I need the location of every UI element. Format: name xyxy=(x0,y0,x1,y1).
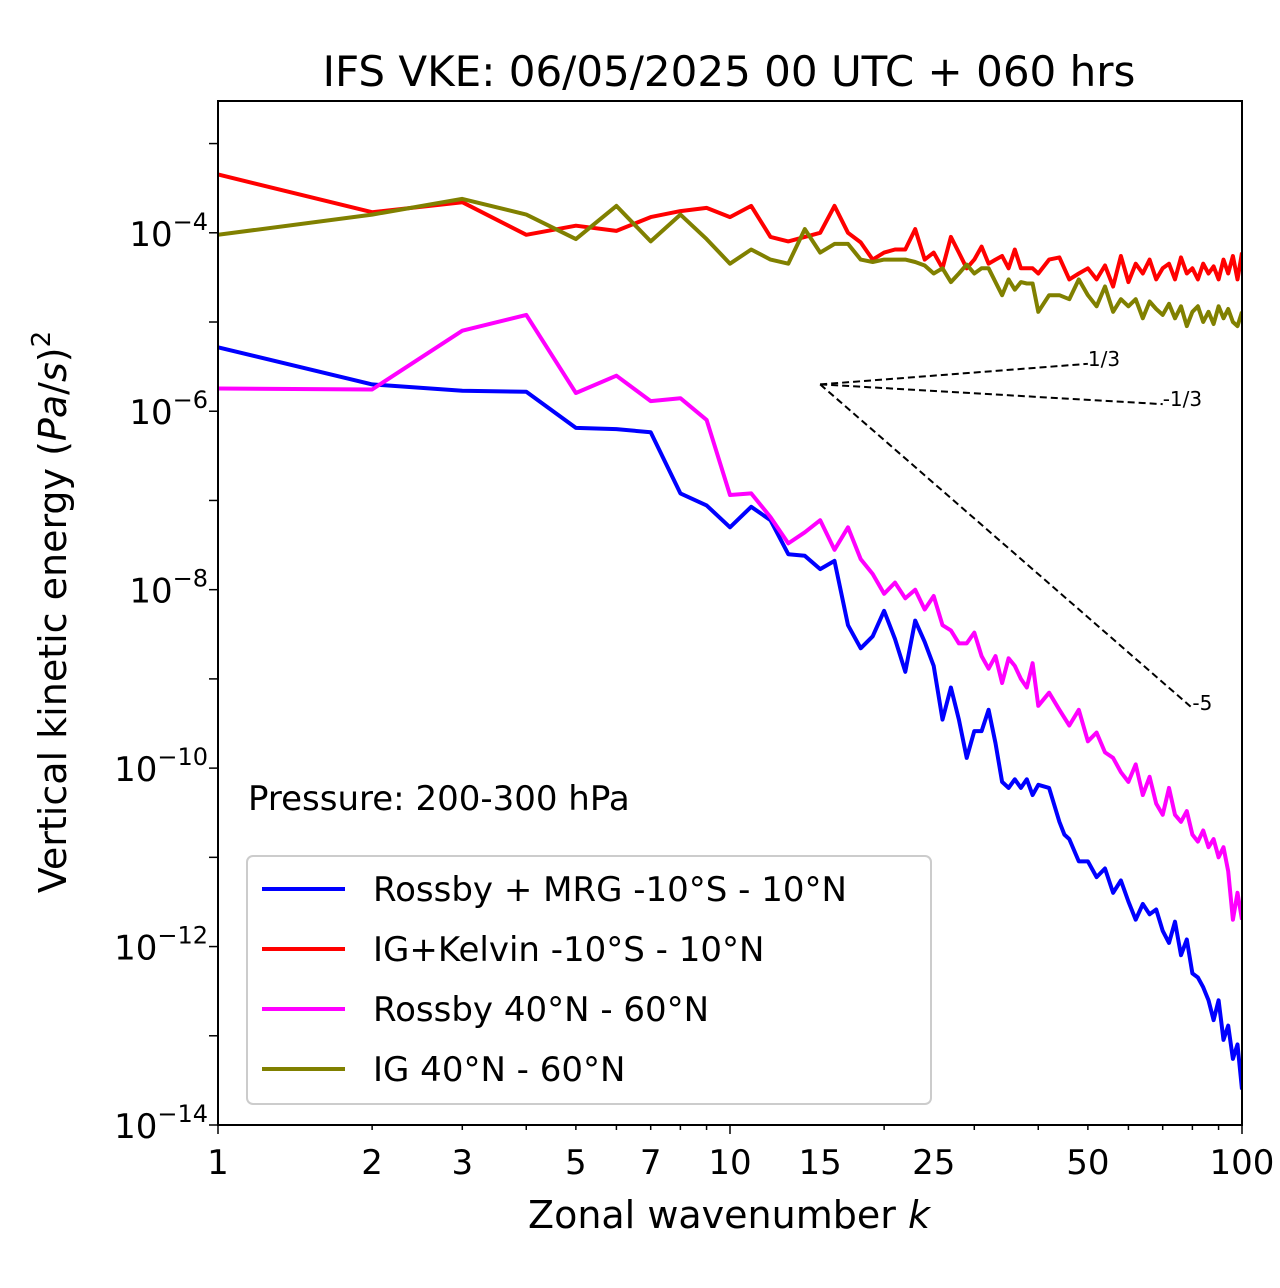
x-tick-label: 15 xyxy=(799,1143,842,1183)
legend: Rossby + MRG -10°S - 10°N IG+Kelvin -10°S… xyxy=(246,855,932,1105)
reference-line-2 xyxy=(820,383,1163,406)
x-tick-label: 1 xyxy=(207,1143,229,1183)
pressure-annotation: Pressure: 200-300 hPa xyxy=(248,779,630,819)
legend-label-1: Rossby + MRG -10°S - 10°N xyxy=(373,870,847,910)
legend-label-2: IG+Kelvin -10°S - 10°N xyxy=(373,930,764,970)
legend-label-3: Rossby 40°N - 60°N xyxy=(373,990,709,1030)
series-line-2 xyxy=(218,172,1242,289)
series-line-1 xyxy=(218,345,1242,1090)
y-axis-label: Vertical kinetic energy (Pa/s)2 xyxy=(27,331,75,893)
y-axis-ticks: 10−4 10−6 10−8 10−10 10−12 10−14 xyxy=(114,142,218,1147)
x-tick-label: 7 xyxy=(640,1143,662,1183)
reference-line-1 xyxy=(820,362,1088,386)
reference-line-label-3: -5 xyxy=(1192,691,1212,715)
legend-box xyxy=(246,855,932,1105)
y-tick-label: 10−6 xyxy=(129,386,208,433)
series-line-4 xyxy=(218,196,1242,329)
reference-line-3 xyxy=(819,383,1194,709)
y-tick-label: 10−10 xyxy=(114,743,208,790)
chart-title: IFS VKE: 06/05/2025 00 UTC + 060 hrs xyxy=(323,47,1136,96)
x-tick-label: 50 xyxy=(1066,1143,1109,1183)
x-axis-label: Zonal wavenumber k xyxy=(528,1193,932,1237)
x-axis-ticks: 1 2 3 5 7 10 15 25 50 100 xyxy=(207,1125,1274,1183)
reference-line-label-2: -1/3 xyxy=(1163,387,1202,411)
y-tick-label: 10−14 xyxy=(114,1100,208,1147)
series-lines xyxy=(218,172,1242,1090)
y-tick-label: 10−12 xyxy=(114,922,208,969)
x-tick-label: 3 xyxy=(451,1143,473,1183)
reference-line-label-1: 1/3 xyxy=(1088,347,1120,371)
legend-label-4: IG 40°N - 60°N xyxy=(373,1050,625,1090)
svg-text:Zonal wavenumber k: Zonal wavenumber k xyxy=(528,1193,932,1237)
x-tick-label: 100 xyxy=(1210,1143,1275,1183)
y-tick-label: 10−4 xyxy=(129,208,208,255)
x-tick-label: 5 xyxy=(565,1143,587,1183)
reference-slope-lines: 1/3 -1/3 -5 xyxy=(819,347,1212,715)
y-tick-label: 10−8 xyxy=(129,565,208,612)
svg-text:Vertical kinetic energy (Pa/s): Vertical kinetic energy (Pa/s)2 xyxy=(27,331,75,893)
series-line-3 xyxy=(218,312,1242,922)
x-tick-label: 25 xyxy=(912,1143,955,1183)
x-tick-label: 10 xyxy=(708,1143,751,1183)
x-tick-label: 2 xyxy=(361,1143,383,1183)
